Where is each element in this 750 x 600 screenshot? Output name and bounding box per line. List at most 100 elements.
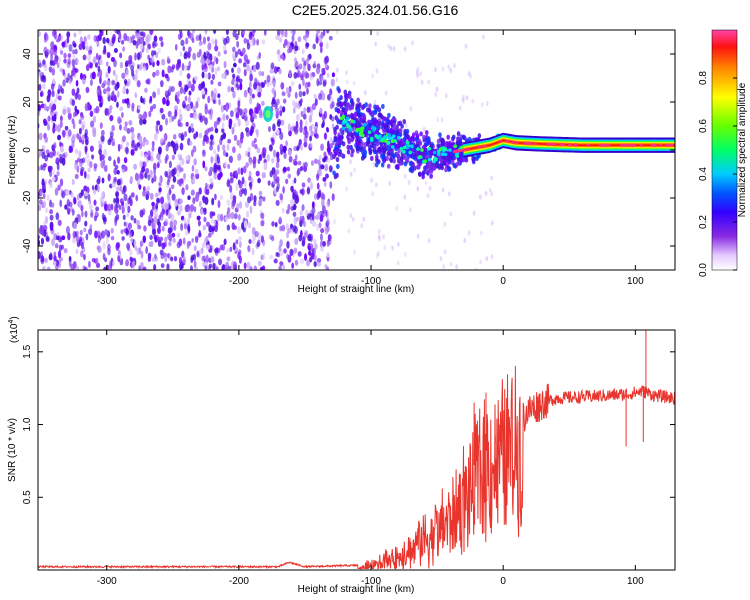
noise-mark: [57, 250, 62, 259]
signal-highlight-mark: [390, 139, 395, 144]
signal-cloud-mark: [336, 163, 340, 169]
noise-mark: [151, 145, 155, 152]
noise-mark: [302, 65, 306, 72]
noise-mark: [107, 209, 112, 216]
noise-mark: [316, 258, 322, 263]
signal-cloud-mark: [368, 150, 373, 156]
signal-highlight-mark: [420, 148, 424, 152]
noise-mark: [81, 210, 84, 218]
noise-mark: [131, 34, 136, 40]
noise-mark: [101, 177, 105, 184]
noise-mark: [225, 30, 229, 36]
noise-mark: [97, 71, 101, 77]
noise-mark: [63, 247, 68, 254]
noise-mark: [276, 151, 280, 159]
signal-cloud-mark: [461, 157, 466, 163]
noise-mark: [288, 130, 292, 137]
noise-mark: [87, 167, 91, 173]
noise-mark: [207, 232, 212, 238]
noise-mark: [113, 197, 116, 204]
noise-mark: [150, 150, 154, 157]
noise-mark: [46, 266, 51, 270]
noise-mark: [40, 257, 45, 265]
noise-mark: [211, 73, 216, 80]
noise-mark: [119, 144, 123, 149]
noise-mark: [76, 87, 80, 94]
noise-mark: [327, 94, 331, 101]
noise-mark: [59, 153, 63, 159]
noise-mark: [209, 184, 214, 190]
noise-mark: [156, 120, 161, 126]
snr-y-ticks: 0.51.01.5: [22, 344, 675, 504]
noise-mark: [320, 245, 324, 252]
signal-cloud-mark: [412, 165, 417, 171]
signal-cloud-mark: [402, 153, 407, 159]
noise-mark: [59, 115, 63, 122]
noise-mark: [145, 39, 150, 46]
colorbar-tick-label: 0.6: [698, 119, 709, 133]
noise-mark: [252, 162, 256, 169]
noise-mark: [246, 64, 250, 72]
noise-mark: [201, 89, 206, 95]
signal-cloud-mark: [452, 162, 457, 168]
noise-mark: [111, 80, 116, 86]
noise-mark: [282, 166, 287, 173]
noise-mark: [102, 159, 106, 166]
noise-mark: [255, 129, 259, 138]
noise-mark: [217, 258, 223, 266]
faint-mark: [442, 264, 446, 270]
noise-mark: [135, 32, 140, 39]
noise-mark: [279, 105, 283, 111]
signal-highlight-mark: [427, 146, 432, 151]
noise-mark: [294, 45, 299, 52]
noise-mark: [306, 106, 311, 113]
noise-mark: [107, 203, 112, 212]
noise-mark: [63, 52, 67, 59]
noise-mark: [211, 217, 214, 225]
noise-mark: [59, 67, 63, 73]
noise-mark: [207, 95, 211, 104]
noise-mark: [323, 151, 327, 158]
noise-mark: [327, 140, 330, 149]
noise-mark: [156, 197, 161, 204]
noise-mark: [89, 62, 93, 69]
noise-mark: [310, 160, 314, 166]
noise-mark: [71, 140, 75, 149]
noise-mark: [313, 93, 317, 99]
noise-mark: [83, 253, 86, 261]
signal-cloud-mark: [346, 134, 350, 140]
signal-cloud-mark: [380, 146, 385, 152]
noise-mark: [285, 140, 288, 147]
noise-mark: [258, 70, 262, 77]
noise-mark: [190, 122, 194, 129]
noise-mark: [308, 53, 312, 60]
noise-mark: [103, 217, 107, 225]
noise-mark: [182, 103, 187, 109]
noise-mark: [236, 75, 241, 82]
noise-mark: [119, 52, 123, 59]
noise-mark: [144, 153, 147, 159]
noise-mark: [160, 41, 164, 47]
noise-mark: [181, 263, 184, 270]
noise-mark: [210, 226, 215, 232]
noise-mark: [208, 170, 213, 177]
noise-mark: [258, 190, 263, 196]
faint-mark: [388, 180, 392, 187]
noise-mark: [294, 91, 298, 99]
noise-mark: [301, 182, 306, 188]
noise-mark: [255, 170, 260, 177]
noise-mark: [322, 80, 327, 88]
noise-mark: [233, 134, 238, 142]
noise-mark: [163, 241, 167, 248]
noise-mark: [311, 220, 317, 227]
noise-mark: [187, 95, 191, 104]
noise-mark: [323, 110, 328, 119]
faint-mark: [411, 40, 414, 46]
noise-mark: [40, 103, 45, 109]
faint-mark: [372, 162, 376, 168]
noise-mark: [239, 82, 243, 91]
noise-mark: [291, 34, 295, 42]
noise-mark: [294, 154, 298, 161]
signal-cloud-mark: [402, 136, 407, 142]
